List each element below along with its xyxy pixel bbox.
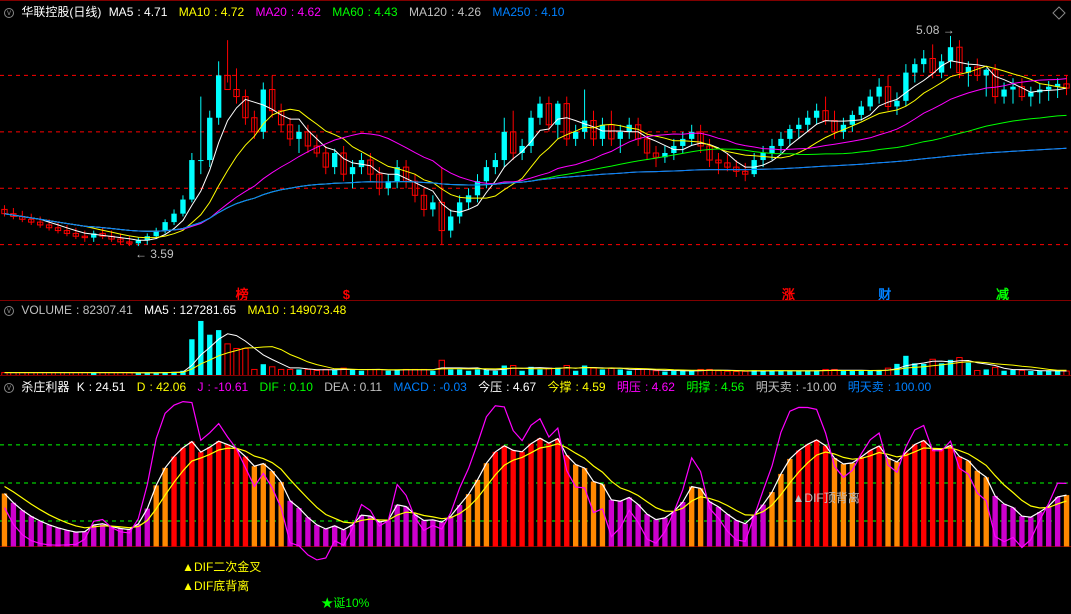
indicator-title: 杀庄利器 <box>21 380 69 394</box>
chart-title: 华联控股(日线) <box>21 5 101 19</box>
toggle-icon[interactable]: v <box>4 8 14 18</box>
ind-mc: 明撑: 4.56 <box>686 380 748 394</box>
ind-dif: DIF: 0.10 <box>260 380 317 394</box>
ind-d: D: 42.06 <box>137 380 190 394</box>
svg-text:▲DIF顶背离: ▲DIF顶背离 <box>793 490 860 505</box>
indicator-chart[interactable]: ▲DIF二次金叉 ▲DIF底背离 ★诞10% ▲DIF顶背离 <box>0 376 1071 614</box>
svg-text:榜: 榜 <box>236 287 249 301</box>
volume-ma5: MA5: 127281.65 <box>144 303 240 317</box>
svg-text:5.08 →: 5.08 → <box>916 23 955 37</box>
indicator-panel: v 杀庄利器 K: 24.51 D: 42.06 J: -10.61 DIF: … <box>0 375 1071 613</box>
svg-text:涨: 涨 <box>781 287 795 301</box>
price-chart[interactable]: 5.08 → ← 3.59 榜 $ 涨 财 减 <box>0 1 1071 301</box>
ind-mtm: 明天卖: -10.00 <box>756 380 841 394</box>
svg-text:← 3.59: ← 3.59 <box>135 247 174 261</box>
ind-mtm2: 明天卖: 100.00 <box>848 380 935 394</box>
svg-text:减: 减 <box>996 287 1009 301</box>
ind-jc: 今撑: 4.59 <box>548 380 610 394</box>
volume-header: v VOLUME: 82307.41 MA5: 127281.65 MA10: … <box>4 303 354 317</box>
volume-ma10: MA10: 149073.48 <box>248 303 351 317</box>
svg-text:★诞10%: ★诞10% <box>321 596 369 610</box>
ma120-label: MA120: 4.26 <box>409 5 485 19</box>
ind-macd: MACD: -0.03 <box>393 380 470 394</box>
ma250-label: MA250: 4.10 <box>492 5 568 19</box>
ma5-label: MA5: 4.71 <box>109 5 172 19</box>
toggle-icon[interactable]: v <box>4 306 14 316</box>
ind-j: J: -10.61 <box>197 380 252 394</box>
price-header: v 华联控股(日线) MA5: 4.71 MA10: 4.72 MA20: 4.… <box>4 3 572 20</box>
ma60-label: MA60: 4.43 <box>332 5 401 19</box>
svg-text:▲DIF底背离: ▲DIF底背离 <box>182 578 249 593</box>
ind-k: K: 24.51 <box>77 380 130 394</box>
volume-panel: v VOLUME: 82307.41 MA5: 127281.65 MA10: … <box>0 300 1071 375</box>
ind-jy: 今压: 4.67 <box>478 380 540 394</box>
ind-dea: DEA: 0.11 <box>324 380 386 394</box>
svg-text:$: $ <box>343 287 351 301</box>
toggle-icon[interactable]: v <box>4 383 14 393</box>
indicator-header: v 杀庄利器 K: 24.51 D: 42.06 J: -10.61 DIF: … <box>4 378 939 395</box>
svg-text:▲DIF二次金叉: ▲DIF二次金叉 <box>182 559 261 574</box>
volume-label: VOLUME: 82307.41 <box>21 303 136 317</box>
svg-text:财: 财 <box>878 287 891 301</box>
ma20-label: MA20: 4.62 <box>255 5 324 19</box>
ma10-label: MA10: 4.72 <box>179 5 248 19</box>
price-panel: v 华联控股(日线) MA5: 4.71 MA10: 4.72 MA20: 4.… <box>0 0 1071 300</box>
ind-my: 明压: 4.62 <box>617 380 679 394</box>
